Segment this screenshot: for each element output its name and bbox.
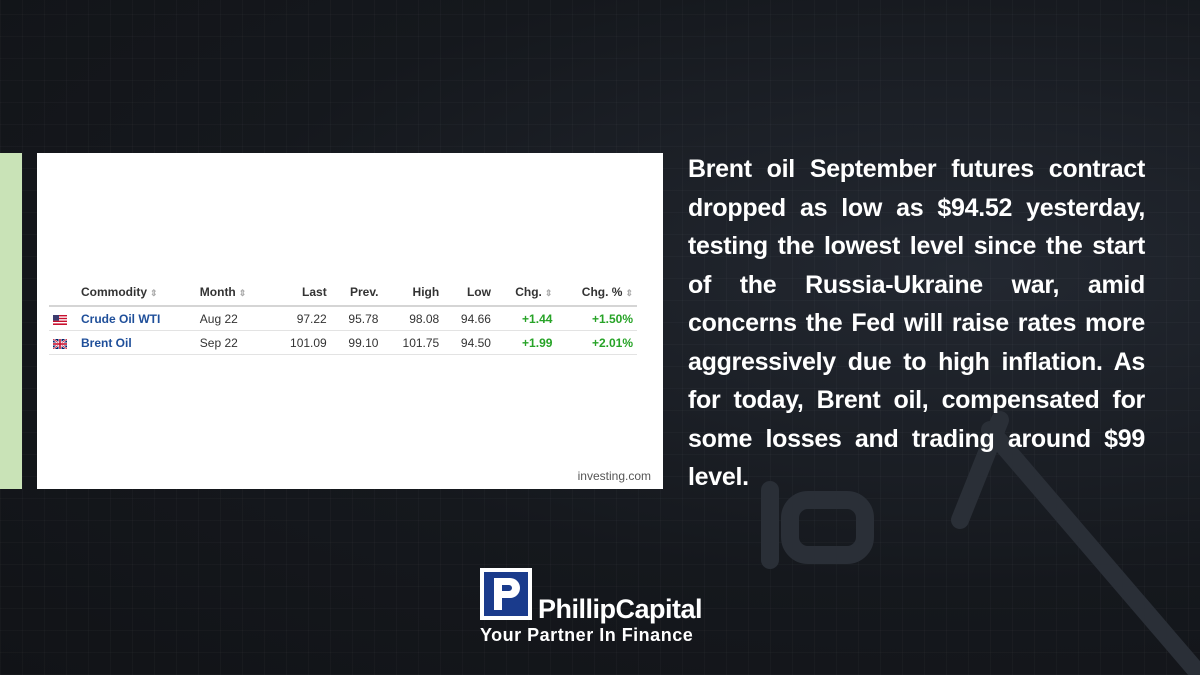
chg-column-header[interactable]: Chg. ⇕ bbox=[494, 281, 557, 307]
flag-column-header bbox=[49, 281, 77, 307]
low-column-header[interactable]: Low bbox=[443, 281, 495, 307]
table-row: Crude Oil WTI Aug 22 97.22 95.78 98.08 9… bbox=[49, 306, 637, 331]
sort-icon: ⇕ bbox=[238, 288, 247, 298]
table-row: Brent Oil Sep 22 101.09 99.10 101.75 94.… bbox=[49, 330, 637, 355]
last-cell: 101.09 bbox=[269, 330, 331, 355]
prev-column-header[interactable]: Prev. bbox=[330, 281, 383, 307]
month-column-header[interactable]: Month ⇕ bbox=[195, 281, 270, 307]
chg-pct-cell: +2.01% bbox=[556, 330, 637, 355]
prev-cell: 99.10 bbox=[330, 330, 383, 355]
accent-bar bbox=[0, 153, 22, 489]
source-label: investing.com bbox=[577, 469, 651, 483]
month-cell: Aug 22 bbox=[195, 306, 270, 331]
phillipcapital-logo: PhillipCapital Your Partner In Finance bbox=[480, 568, 720, 648]
uk-flag-icon bbox=[53, 338, 67, 349]
high-cell: 98.08 bbox=[382, 306, 444, 331]
brand-tagline: Your Partner In Finance bbox=[480, 625, 694, 645]
phillipcapital-p-icon bbox=[480, 568, 532, 620]
low-cell: 94.66 bbox=[443, 306, 495, 331]
low-cell: 94.50 bbox=[443, 330, 495, 355]
high-cell: 101.75 bbox=[382, 330, 444, 355]
brand-name: PhillipCapital bbox=[538, 594, 703, 624]
quotes-panel: Commodity ⇕ Month ⇕ Last Prev. High Low Ch… bbox=[37, 153, 663, 489]
month-cell: Sep 22 bbox=[195, 330, 270, 355]
last-column-header[interactable]: Last bbox=[269, 281, 331, 307]
chg-cell: +1.99 bbox=[494, 330, 557, 355]
table-header-row: Commodity ⇕ Month ⇕ Last Prev. High Low Ch… bbox=[49, 281, 637, 307]
sort-icon: ⇕ bbox=[150, 288, 158, 298]
us-flag-icon bbox=[53, 314, 67, 325]
sort-icon: ⇕ bbox=[625, 288, 633, 298]
prev-cell: 95.78 bbox=[330, 306, 383, 331]
commodity-name-link[interactable]: Crude Oil WTI bbox=[77, 306, 196, 331]
commodity-name-link[interactable]: Brent Oil bbox=[77, 330, 196, 355]
chg-pct-cell: +1.50% bbox=[556, 306, 637, 331]
chg-pct-column-header[interactable]: Chg. % ⇕ bbox=[556, 281, 637, 307]
chg-cell: +1.44 bbox=[494, 306, 557, 331]
article-text: Brent oil September futures contract dro… bbox=[688, 155, 1145, 491]
commodity-table: Commodity ⇕ Month ⇕ Last Prev. High Low Ch… bbox=[49, 281, 637, 355]
commodity-column-header[interactable]: Commodity ⇕ bbox=[77, 281, 196, 307]
sort-icon: ⇕ bbox=[544, 288, 553, 298]
high-column-header[interactable]: High bbox=[382, 281, 444, 307]
last-cell: 97.22 bbox=[269, 306, 331, 331]
